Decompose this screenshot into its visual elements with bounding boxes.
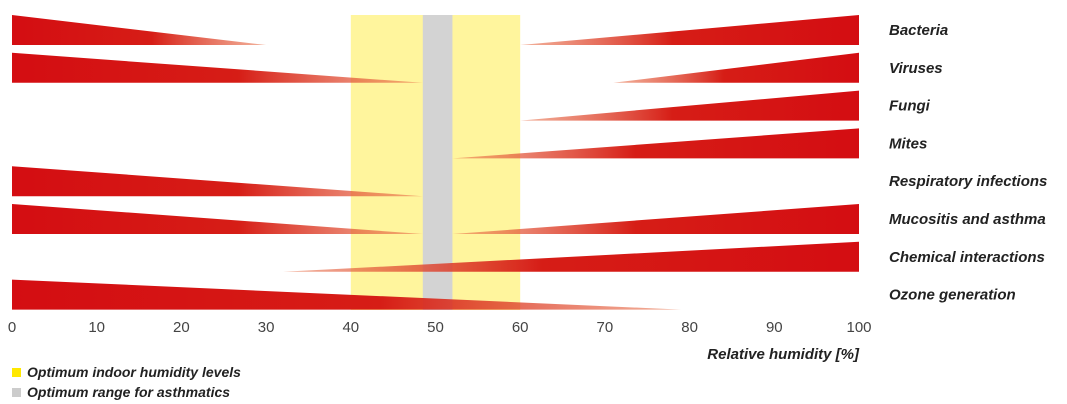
legend-label-asthma: Optimum range for asthmatics: [27, 384, 231, 400]
x-tick-90: 90: [766, 319, 783, 336]
risk-bars: [12, 15, 859, 310]
legend-swatch-yellow: [12, 367, 21, 377]
x-axis-title: Relative humidity [%]: [707, 346, 860, 363]
x-tick-60: 60: [512, 319, 529, 336]
legend-swatch-gray: [12, 387, 21, 397]
legend-label-optimum: Optimum indoor humidity levels: [27, 364, 241, 380]
asthmatics-range-band: [422, 15, 453, 310]
row-labels: Bacteria Viruses Fungi Mites Respiratory inf…: [889, 22, 1047, 304]
bar-low-mucositis-and-asthma: [12, 204, 423, 234]
row-label-mites: Mites: [889, 135, 927, 152]
row-label-ozone-generation: Ozone generation: [889, 287, 1016, 304]
bar-high-fungi: [520, 90, 859, 121]
legend-item-asthma: Optimum range for asthmatics: [12, 384, 230, 400]
bar-low-ozone-generation: [12, 279, 682, 310]
row-label-chemical-interactions: Chemical interactions: [889, 249, 1045, 266]
humidity-bands: [350, 15, 521, 310]
row-label-viruses: Viruses: [889, 60, 943, 77]
bar-high-mites: [452, 128, 859, 159]
x-tick-80: 80: [681, 319, 698, 336]
bar-low-bacteria: [12, 15, 267, 45]
x-tick-20: 20: [173, 319, 190, 336]
x-tick-70: 70: [597, 319, 614, 336]
bar-low-viruses: [12, 52, 423, 83]
x-axis-ticks: 0 10 20 30 40 50 60 70 80 90 100: [8, 319, 872, 336]
x-tick-30: 30: [258, 319, 275, 336]
x-tick-50: 50: [427, 319, 444, 336]
x-tick-0: 0: [8, 319, 16, 336]
row-label-respiratory-infections: Respiratory infections: [889, 173, 1047, 190]
legend-item-optimum: Optimum indoor humidity levels: [12, 364, 241, 380]
bar-high-chemical-interactions: [283, 241, 859, 272]
bar-low-respiratory-infections: [12, 166, 423, 197]
row-label-fungi: Fungi: [889, 98, 931, 115]
x-tick-100: 100: [846, 319, 871, 336]
x-tick-10: 10: [88, 319, 105, 336]
bar-high-viruses: [613, 52, 859, 83]
bar-high-bacteria: [520, 15, 859, 45]
row-label-mucositis-and-asthma: Mucositis and asthma: [889, 211, 1046, 228]
row-label-bacteria: Bacteria: [889, 22, 948, 39]
x-tick-40: 40: [342, 319, 359, 336]
bar-high-mucositis-and-asthma: [452, 204, 859, 234]
